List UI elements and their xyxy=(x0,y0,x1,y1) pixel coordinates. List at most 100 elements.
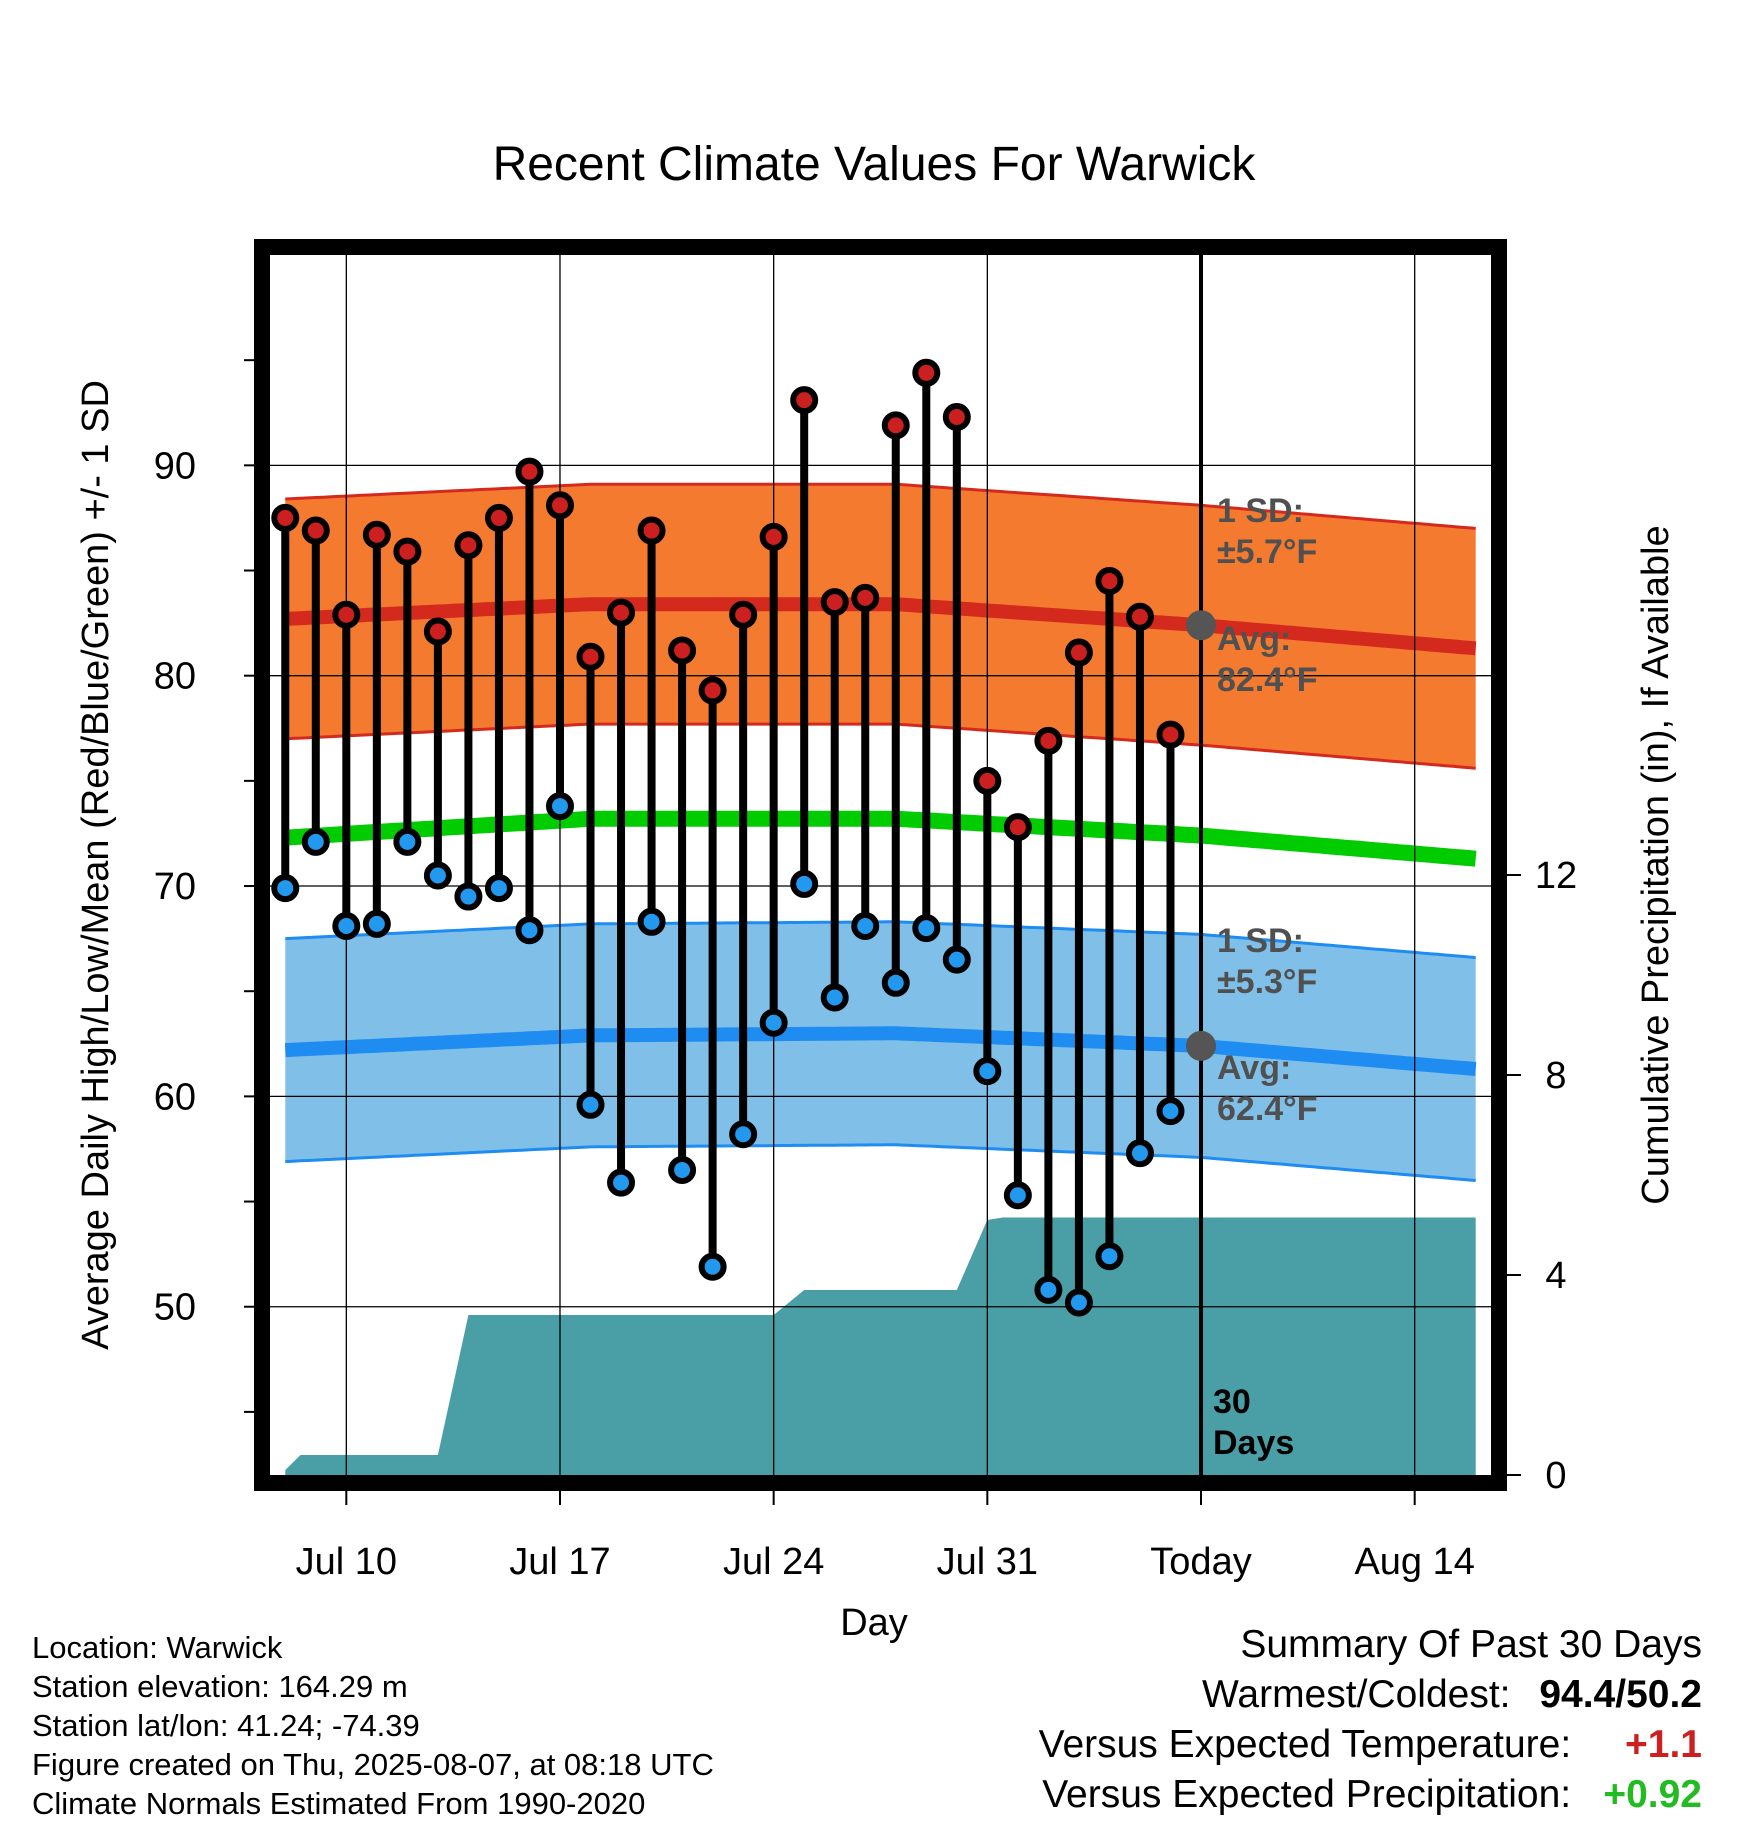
daily-low-point xyxy=(1125,1139,1154,1168)
y2-tick-label: 8 xyxy=(1545,1055,1566,1097)
normal-mean-line xyxy=(284,810,1477,867)
high-avg-label: Avg: xyxy=(1217,620,1291,658)
daily-high-point xyxy=(1095,567,1124,596)
summary-heading: Summary Of Past 30 Days xyxy=(1240,1623,1702,1666)
y-tick-label: 60 xyxy=(154,1076,196,1118)
daily-high-point xyxy=(545,491,574,520)
summary-temp: Versus Expected Temperature: +1.1 xyxy=(1039,1720,1702,1770)
daily-high-point xyxy=(362,520,391,549)
daily-low-point xyxy=(759,1008,788,1037)
daily-low-point xyxy=(698,1252,727,1281)
daily-low-point xyxy=(790,869,819,898)
daily-high-point xyxy=(698,676,727,705)
daily-high-point xyxy=(942,402,971,431)
created-text: Figure created on Thu, 2025-08-07, at 08… xyxy=(32,1747,714,1782)
daily-high-point xyxy=(668,636,697,665)
y-tick-label: 70 xyxy=(154,866,196,908)
y-axis-right: 0 4 8 12 xyxy=(1507,855,1577,1497)
daily-low-point xyxy=(1156,1097,1185,1126)
daily-high-point xyxy=(515,457,544,486)
daily-high-point xyxy=(484,503,513,532)
high-sd-lower-edge xyxy=(285,722,1476,770)
low-avg-label: Avg: xyxy=(1217,1049,1291,1087)
daily-low-point xyxy=(332,912,361,940)
x-tick-label: Jul 10 xyxy=(296,1541,397,1583)
daily-high-point xyxy=(1064,638,1093,667)
daily-low-point xyxy=(881,968,910,997)
x-tick-label: Jul 31 xyxy=(937,1541,1038,1583)
daily-high-point xyxy=(820,588,849,617)
plot-frame xyxy=(254,239,1507,1491)
footer-info: Location: Warwick Station elevation: 164… xyxy=(32,1628,714,1823)
daily-high-point xyxy=(1156,720,1185,749)
daily-low-point xyxy=(912,914,941,943)
daily-high-point xyxy=(729,600,758,629)
days-word: Days xyxy=(1213,1424,1294,1462)
daily-high-point xyxy=(881,411,910,440)
y-tick-label: 80 xyxy=(154,656,196,698)
high-sd-label: 1 SD: xyxy=(1217,492,1304,530)
x-axis-label: Day xyxy=(840,1602,908,1644)
normals-text: Climate Normals Estimated From 1990-2020 xyxy=(32,1786,646,1821)
y-axis-label-right: Cumulative Precipitation (in), If Availa… xyxy=(1635,525,1677,1204)
chart-title: Recent Climate Values For Warwick xyxy=(493,138,1257,191)
daily-low-point xyxy=(393,827,422,856)
summary-panel: Summary Of Past 30 Days Warmest/Coldest:… xyxy=(1039,1620,1702,1820)
daily-low-point xyxy=(1095,1242,1124,1271)
x-tick-label: Jul 24 xyxy=(723,1541,824,1583)
location-text: Location: Warwick xyxy=(32,1630,283,1665)
daily-low-point xyxy=(668,1156,697,1184)
daily-low-point xyxy=(515,916,544,945)
daily-high-point xyxy=(637,516,666,545)
low-sd-value: ±5.3°F xyxy=(1217,963,1317,1001)
high-sd-band xyxy=(285,484,1476,769)
high-sd-upper-edge xyxy=(285,482,1476,530)
daily-high-point xyxy=(790,386,819,415)
precipitation-area xyxy=(285,1217,1476,1475)
daily-low-point xyxy=(362,909,391,938)
low-sd-lower-edge xyxy=(285,1143,1476,1182)
x-tick-label: Aug 14 xyxy=(1354,1541,1474,1583)
x-tick-label: Today xyxy=(1150,1541,1251,1583)
daily-low-point xyxy=(729,1120,758,1149)
daily-high-point xyxy=(454,531,483,560)
daily-low-point xyxy=(454,882,483,911)
daily-high-point xyxy=(576,642,605,671)
days-number: 30 xyxy=(1213,1383,1251,1421)
y-tick-label: 90 xyxy=(154,445,196,487)
x-tick-label: Jul 17 xyxy=(509,1541,610,1583)
daily-high-point xyxy=(1125,602,1154,631)
daily-high-point xyxy=(607,598,636,627)
y2-tick-label: 0 xyxy=(1545,1455,1566,1497)
daily-low-point xyxy=(271,874,300,903)
precip-label: Versus Expected Precipitation: xyxy=(1042,1773,1572,1816)
warm-cold-label: Warmest/Coldest: xyxy=(1202,1673,1511,1716)
daily-high-point xyxy=(1034,726,1063,755)
y-axis-left: 50 60 70 80 90 xyxy=(154,359,254,1413)
daily-high-point xyxy=(1003,813,1032,842)
temp-value: +1.1 xyxy=(1625,1723,1702,1766)
summary-precip: Versus Expected Precipitation: +0.92 xyxy=(1039,1770,1702,1820)
normal-low-line xyxy=(284,1026,1477,1076)
daily-high-point xyxy=(423,617,452,646)
warm-cold-value: 94.4/50.2 xyxy=(1539,1673,1702,1716)
low-sd-upper-edge xyxy=(285,920,1476,960)
x-axis: Jul 10 Jul 17 Jul 24 Jul 31 Today Aug 14 xyxy=(296,1491,1475,1583)
daily-low-point xyxy=(301,827,330,856)
daily-low-point xyxy=(1003,1181,1032,1210)
daily-high-point xyxy=(301,516,330,545)
low-sd-label: 1 SD: xyxy=(1217,922,1304,960)
temp-label: Versus Expected Temperature: xyxy=(1038,1723,1572,1766)
daily-low-point xyxy=(1064,1288,1093,1317)
daily-low-point xyxy=(423,861,452,890)
precip-value: +0.92 xyxy=(1603,1773,1702,1816)
daily-low-point xyxy=(484,874,513,903)
normal-high-line xyxy=(284,597,1477,656)
y-axis-label-left: Average Daily High/Low/Mean (Red/Blue/Gr… xyxy=(75,380,117,1350)
y2-tick-label: 4 xyxy=(1545,1255,1566,1297)
low-avg-value: 62.4°F xyxy=(1217,1090,1318,1128)
y-tick-label: 50 xyxy=(154,1287,196,1329)
daily-low-point xyxy=(851,912,880,940)
daily-high-point xyxy=(332,600,361,629)
